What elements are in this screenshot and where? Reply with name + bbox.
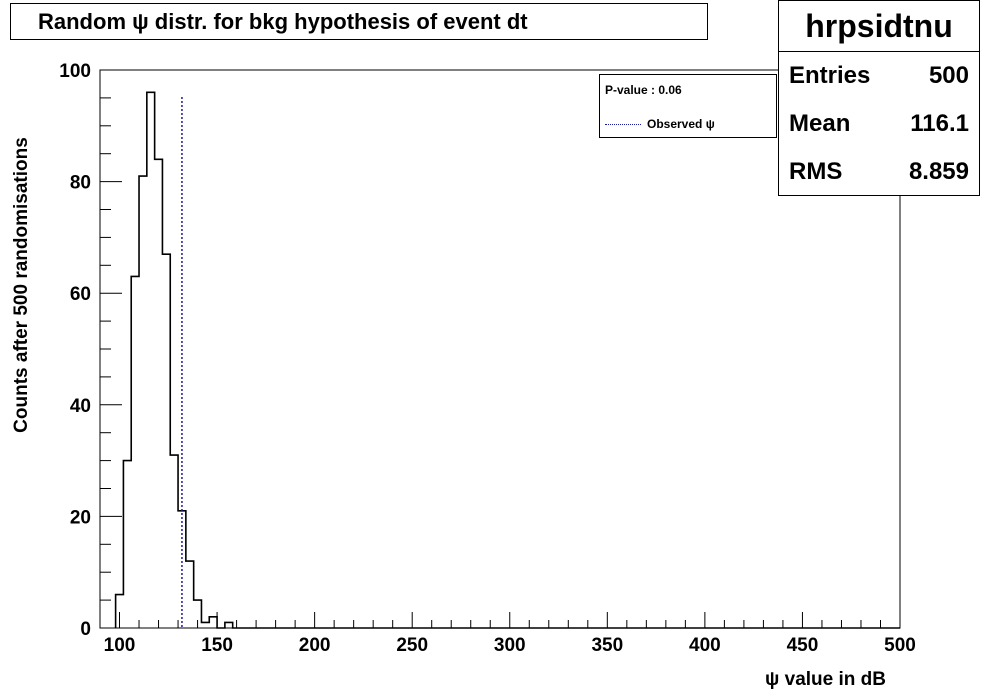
stats-value: 8.859 bbox=[908, 158, 969, 185]
stats-row-entries: Entries 500 bbox=[779, 52, 979, 100]
x-tick-label: 450 bbox=[787, 635, 819, 656]
y-tick-label: 0 bbox=[80, 619, 91, 640]
p-value-label: P-value : 0.06 bbox=[605, 83, 682, 97]
y-tick-labels: 0 20 40 60 80 100 bbox=[59, 61, 91, 640]
legend-observed-label: Observed ψ bbox=[647, 117, 715, 131]
y-tick-label: 80 bbox=[70, 173, 91, 194]
y-tick-label: 20 bbox=[70, 507, 91, 528]
x-tick-label: 250 bbox=[396, 635, 428, 656]
stats-value: 500 bbox=[928, 62, 969, 89]
y-axis-label: Counts after 500 randomisations bbox=[11, 137, 32, 433]
x-tick-label: 100 bbox=[104, 635, 136, 656]
dotted-line-marker bbox=[605, 123, 641, 125]
stats-histogram-name: hrpsidtnu bbox=[779, 1, 979, 52]
y-tick-label: 60 bbox=[70, 284, 91, 305]
x-tick-labels: 100 150 200 250 300 350 400 450 500 bbox=[104, 635, 916, 656]
stats-label: RMS bbox=[789, 158, 843, 185]
y-tick-label: 100 bbox=[59, 61, 91, 82]
chart-title: Random ψ distr. for bkg hypothesis of ev… bbox=[10, 3, 708, 40]
axis-ticks bbox=[100, 69, 901, 629]
x-tick-label: 200 bbox=[299, 635, 331, 656]
stats-row-rms: RMS 8.859 bbox=[779, 148, 979, 196]
legend-entry-observed: Observed ψ bbox=[605, 117, 715, 131]
legend: P-value : 0.06 Observed ψ bbox=[599, 74, 777, 138]
stats-value: 116.1 bbox=[910, 110, 969, 137]
stats-row-mean: Mean 116.1 bbox=[779, 100, 979, 148]
x-tick-label: 300 bbox=[494, 635, 526, 656]
x-tick-label: 500 bbox=[884, 635, 916, 656]
x-tick-label: 400 bbox=[689, 635, 721, 656]
x-tick-label: 150 bbox=[201, 635, 233, 656]
y-tick-label: 40 bbox=[70, 396, 91, 417]
stats-label: Entries bbox=[789, 62, 871, 89]
stats-label: Mean bbox=[789, 110, 851, 137]
x-tick-label: 350 bbox=[591, 635, 623, 656]
stats-box: hrpsidtnu Entries 500 Mean 116.1 RMS 8.8… bbox=[778, 0, 980, 196]
histogram-series bbox=[114, 91, 900, 629]
x-axis-label: ψ value in dB bbox=[765, 669, 886, 690]
